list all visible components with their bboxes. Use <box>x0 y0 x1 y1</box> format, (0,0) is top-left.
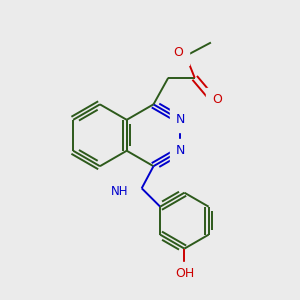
Text: O: O <box>174 46 184 59</box>
Text: N: N <box>176 144 185 157</box>
Text: O: O <box>212 93 222 106</box>
Text: NH: NH <box>111 185 128 198</box>
Text: N: N <box>176 113 185 126</box>
Text: OH: OH <box>175 267 194 280</box>
